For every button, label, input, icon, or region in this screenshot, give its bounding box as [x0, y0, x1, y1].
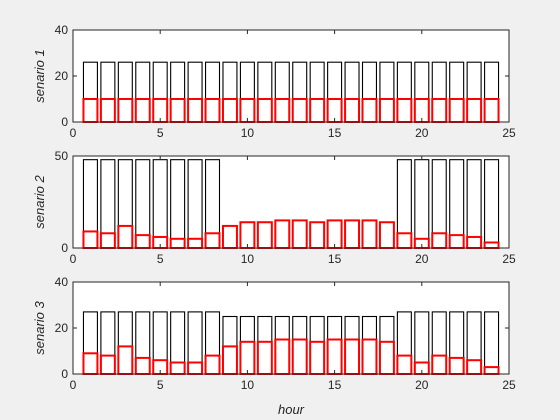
- x-tick-label: 10: [241, 126, 255, 140]
- x-tick-label: 20: [415, 252, 429, 266]
- x-tick-label: 15: [328, 378, 342, 392]
- y-tick-label: 0: [61, 115, 68, 129]
- plot-area: [73, 30, 509, 122]
- axes-frame: [72, 155, 510, 249]
- x-tick-label: 20: [415, 378, 429, 392]
- x-tick-label: 10: [241, 378, 255, 392]
- panel-senario-3: 0 5 10 15 20 25 0 20 40 senario 3: [32, 275, 516, 392]
- x-axis-label: hour: [278, 402, 305, 417]
- x-tick-label: 15: [328, 126, 342, 140]
- x-tick-label: 20: [415, 126, 429, 140]
- y-tick-label: 40: [55, 23, 69, 37]
- y-tick-label: 0: [61, 367, 68, 381]
- y-axis-label: senario 1: [32, 49, 47, 102]
- y-axis-label: senario 2: [32, 174, 47, 228]
- x-tick-label: 15: [328, 252, 342, 266]
- x-tick-label: 25: [502, 252, 516, 266]
- y-tick-label: 40: [55, 275, 69, 289]
- x-tick-label: 25: [502, 378, 516, 392]
- x-tick-label: 5: [157, 378, 164, 392]
- x-tick-label: 25: [502, 126, 516, 140]
- x-tick-label: 0: [70, 378, 77, 392]
- y-tick-label: 50: [55, 149, 69, 163]
- y-axis-label: senario 3: [32, 300, 47, 354]
- plot-area: [73, 282, 509, 374]
- x-tick-label: 5: [157, 126, 164, 140]
- y-tick-label: 0: [61, 241, 68, 255]
- x-tick-label: 10: [241, 252, 255, 266]
- panel-senario-1: 0 5 10 15 20 25 0 20 40 senario 1: [32, 23, 516, 140]
- y-tick-label: 20: [55, 321, 69, 335]
- x-tick-label: 0: [70, 126, 77, 140]
- panel-senario-2: 0 5 10 15 20 25 0 50 senario 2: [32, 149, 516, 266]
- y-tick-label: 20: [55, 69, 69, 83]
- x-tick-label: 5: [157, 252, 164, 266]
- x-tick-label: 0: [70, 252, 77, 266]
